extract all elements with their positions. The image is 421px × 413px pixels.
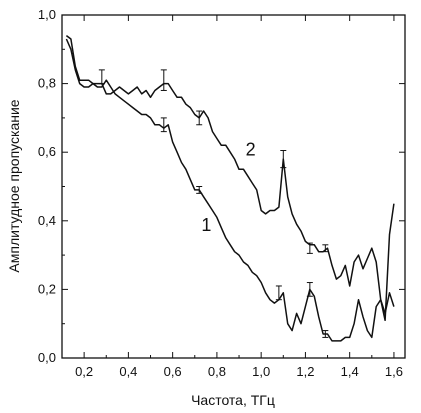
error-bar xyxy=(322,244,329,253)
x-tick-label: 0,4 xyxy=(119,364,137,379)
error-bar xyxy=(196,186,203,194)
plot-frame xyxy=(61,14,406,359)
error-bar xyxy=(160,117,167,133)
series-2-line xyxy=(65,38,395,322)
y-tick-label: 0,4 xyxy=(38,213,56,228)
series-labels: 12 xyxy=(201,140,255,235)
error-bar xyxy=(275,285,282,301)
error-bar xyxy=(196,110,203,126)
series-group xyxy=(65,35,395,342)
series-1-line xyxy=(65,35,395,342)
y-axis-label: Амплитудное пропускание xyxy=(6,99,22,272)
series-2-label: 2 xyxy=(246,140,256,160)
x-tick-label: 1,2 xyxy=(296,364,314,379)
x-axis-label: Частота, ТГц xyxy=(191,392,275,408)
error-bar xyxy=(160,69,167,91)
y-tick-label: 0,8 xyxy=(38,76,56,91)
y-tick-label: 0,2 xyxy=(38,281,56,296)
x-tick-label: 1,6 xyxy=(385,364,403,379)
error-bar xyxy=(306,282,313,297)
y-tick-label: 1,0 xyxy=(38,7,56,22)
error-bar xyxy=(306,242,313,254)
x-tick-label: 0,2 xyxy=(75,364,93,379)
x-tick-label: 0,6 xyxy=(164,364,182,379)
error-bar xyxy=(322,330,329,338)
error-bar xyxy=(280,149,287,169)
y-tick-label: 0,6 xyxy=(38,144,56,159)
error-bar xyxy=(98,69,105,85)
x-tick-label: 1,0 xyxy=(252,364,270,379)
axis-ticks: 0,2 0,4 0,6 0,8 1,0 1,2 1,4 1,6 0,0 0,2 0,4 0,6 0,8 1… xyxy=(38,7,405,379)
x-tick-label: 0,8 xyxy=(208,364,226,379)
x-tick-label: 1,4 xyxy=(341,364,359,379)
series-1-label: 1 xyxy=(201,215,211,235)
y-tick-label: 0,0 xyxy=(38,350,56,365)
